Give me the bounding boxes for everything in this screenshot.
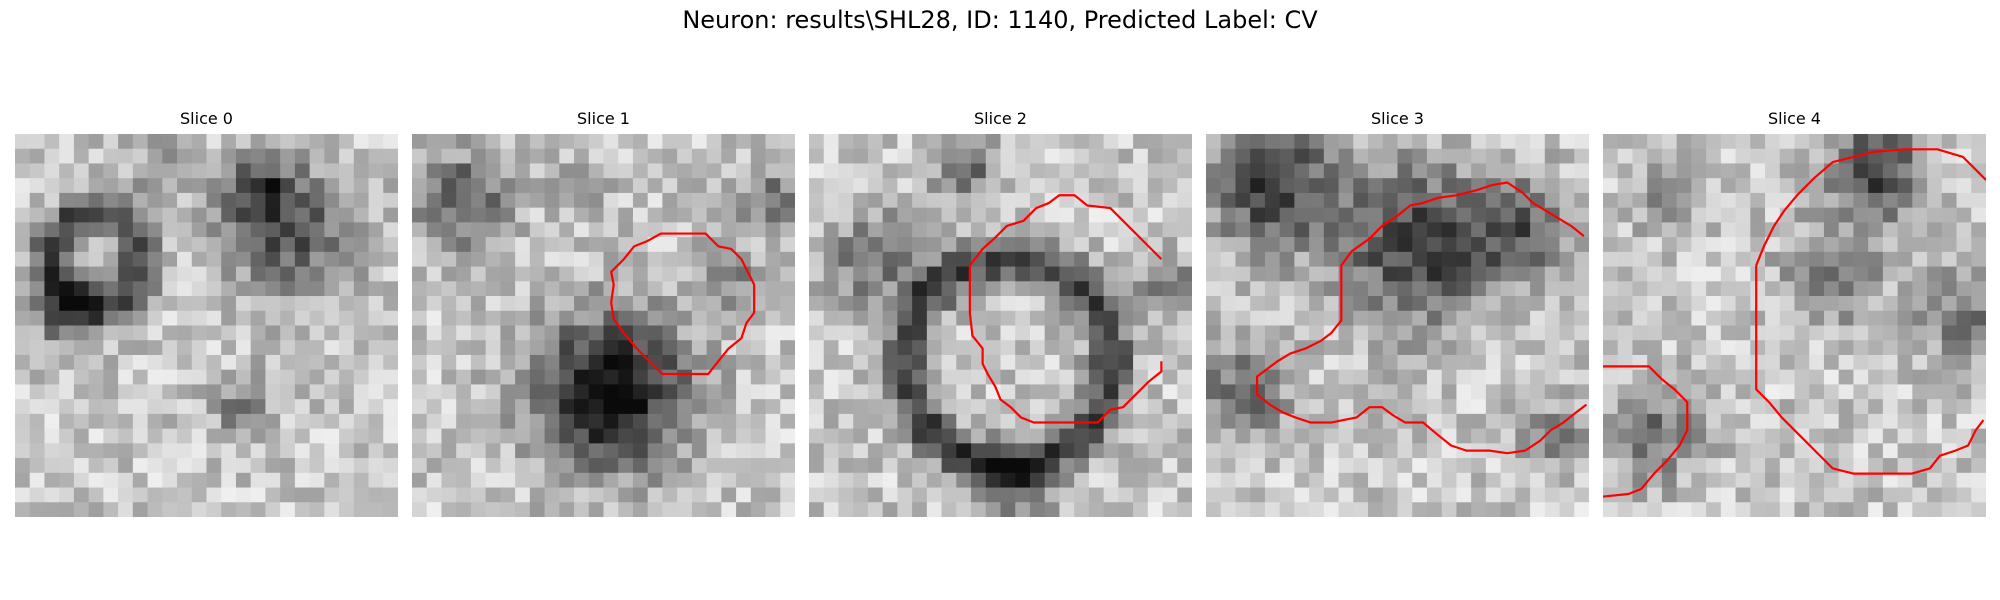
- slice-panel-1: Slice 1: [412, 108, 795, 517]
- slice-image-1: [412, 134, 795, 517]
- slice-image-2: [809, 134, 1192, 517]
- contour-1: [611, 234, 754, 374]
- slice-panel-4: Slice 4: [1603, 108, 1986, 517]
- slice-panel-3: Slice 3: [1206, 108, 1589, 517]
- pixel-grid: [809, 134, 1192, 517]
- slice-title-4: Slice 4: [1768, 109, 1821, 128]
- slice-panel-0: Slice 0: [15, 108, 398, 517]
- pixel-grid: [1206, 134, 1589, 517]
- slice-title-3: Slice 3: [1371, 109, 1424, 128]
- slice-image-0: [15, 134, 398, 517]
- slice-panel-2: Slice 2: [809, 108, 1192, 517]
- pixel-grid: [1603, 134, 1986, 517]
- contour-2: [970, 195, 1162, 422]
- pixel-grid: [15, 134, 398, 517]
- slice-title-2: Slice 2: [974, 109, 1027, 128]
- contour-4: [1603, 149, 1986, 496]
- contour-3: [1257, 183, 1586, 454]
- pixel-grid: [412, 134, 795, 517]
- slice-image-3: [1206, 134, 1589, 517]
- slice-title-0: Slice 0: [180, 109, 233, 128]
- slice-image-4: [1603, 134, 1986, 517]
- figure-title: Neuron: results\SHL28, ID: 1140, Predict…: [682, 6, 1318, 34]
- slice-title-1: Slice 1: [577, 109, 630, 128]
